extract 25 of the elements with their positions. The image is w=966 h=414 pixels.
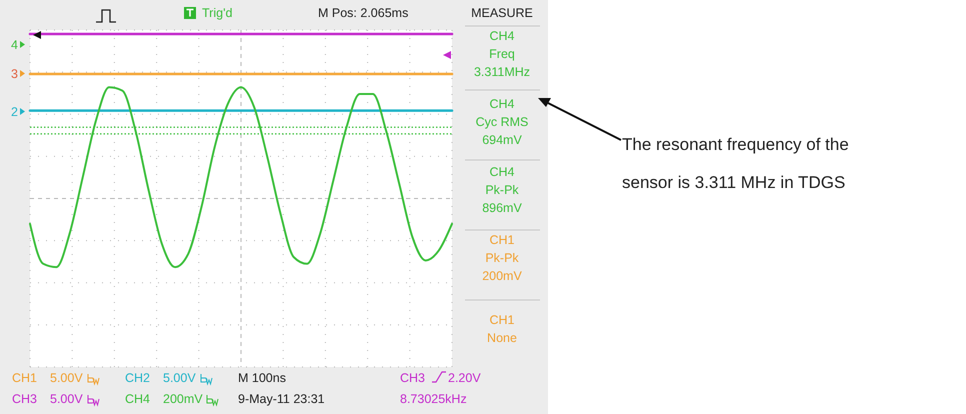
text: 8.73025kHz [400, 392, 467, 406]
text: 4 [11, 38, 18, 52]
text: CH2 [125, 371, 150, 385]
text: 5.00V [163, 371, 196, 385]
text: CH1 [12, 371, 38, 385]
text: 200mV [163, 392, 204, 406]
text: M 100ns [238, 371, 286, 385]
text: The resonant frequency of the sensor is 3.311 MHz in TDGS [622, 135, 849, 192]
text: M Pos: 2.065ms [318, 6, 408, 20]
text: CH3 [12, 392, 38, 406]
text: CH4 Pk-Pk 896mV [482, 165, 522, 215]
text: 2.20V [448, 371, 482, 385]
text: CH4 Freq 3.311MHz [474, 29, 530, 79]
text: MEASURE [471, 6, 533, 20]
text: Trig'd [202, 6, 232, 20]
text: CH1 Pk-Pk 200mV [482, 233, 522, 283]
text: CH1 None [487, 313, 517, 345]
text: 5.00V [50, 371, 84, 385]
text: 3 [11, 67, 18, 81]
text: 5.00V [50, 392, 84, 406]
text: CH4 Cyc RMS 694mV [476, 97, 528, 147]
text: CH3 [400, 371, 426, 385]
text: 2 [11, 105, 18, 119]
text: CH4 [125, 392, 150, 406]
text: 9-May-11 23:31 [238, 392, 325, 406]
